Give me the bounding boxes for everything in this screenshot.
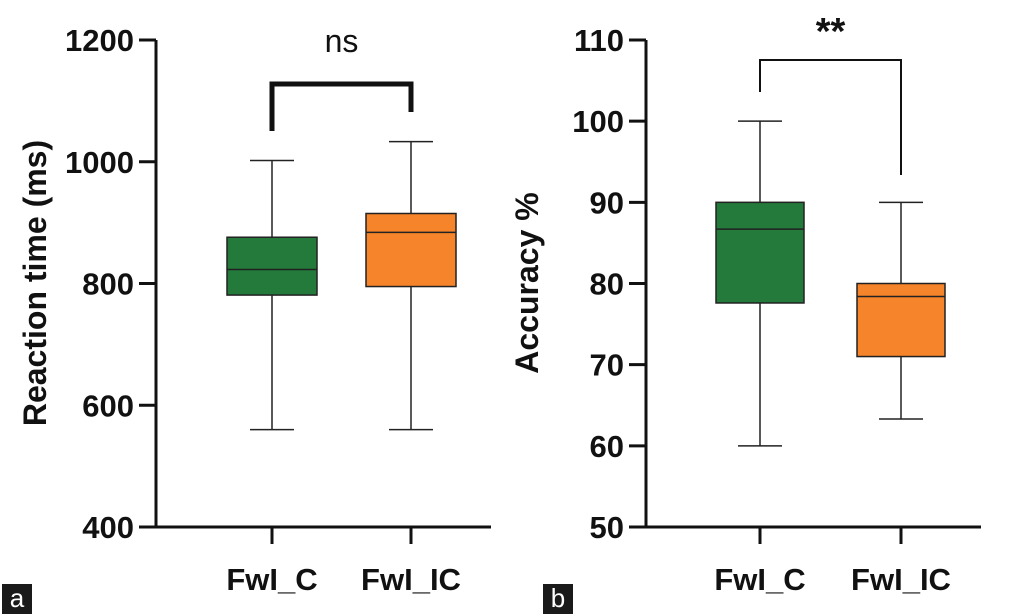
panel-a-significance-bracket — [269, 81, 414, 131]
panel-b-y-tick-label: 110 — [574, 23, 624, 58]
panel-b-significance-label: ** — [816, 11, 846, 53]
panel-a-box-FwI_IC — [365, 212, 457, 288]
panel-a-y-tick-label: 1000 — [65, 145, 134, 180]
panel-a-y-tick-label: 1200 — [65, 23, 134, 58]
panel-b-y-tick-label: 70 — [590, 348, 624, 383]
panel-b-y-tick-label: 60 — [590, 429, 624, 464]
panel-b-x-tick-label: FwI_C — [714, 562, 805, 597]
panel-a-y-tick-label: 400 — [82, 510, 134, 545]
panel-a-y-tick-label: 600 — [82, 388, 134, 423]
panel-a-y-axis-title: Reaction time (ms) — [17, 140, 53, 426]
panel-a-significance-label: ns — [325, 23, 359, 59]
panel-b-box-FwI_IC — [856, 282, 946, 358]
panel-label-a: a — [2, 584, 32, 614]
panel-b-y-tick-label: 80 — [590, 267, 624, 302]
panel-a-y-tick-label: 800 — [82, 267, 134, 302]
panel-b-significance-bracket — [759, 59, 902, 175]
panel-a-x-tick-label: FwI_C — [226, 562, 317, 597]
panel-a-x-tick-label: FwI_IC — [361, 562, 461, 597]
panel-b-y-axis-title: Accuracy % — [509, 192, 545, 373]
panel-b-y-tick-label: 90 — [590, 185, 624, 220]
panel-label-b: b — [543, 584, 573, 614]
panel-b-y-tick-label: 100 — [572, 104, 624, 139]
panel-a-box-FwI_C — [226, 236, 318, 296]
panel-b-box-FwI_C — [715, 201, 805, 304]
panel-b-y-tick-label: 50 — [590, 510, 624, 545]
panel-b-x-tick-label: FwI_IC — [851, 562, 951, 597]
